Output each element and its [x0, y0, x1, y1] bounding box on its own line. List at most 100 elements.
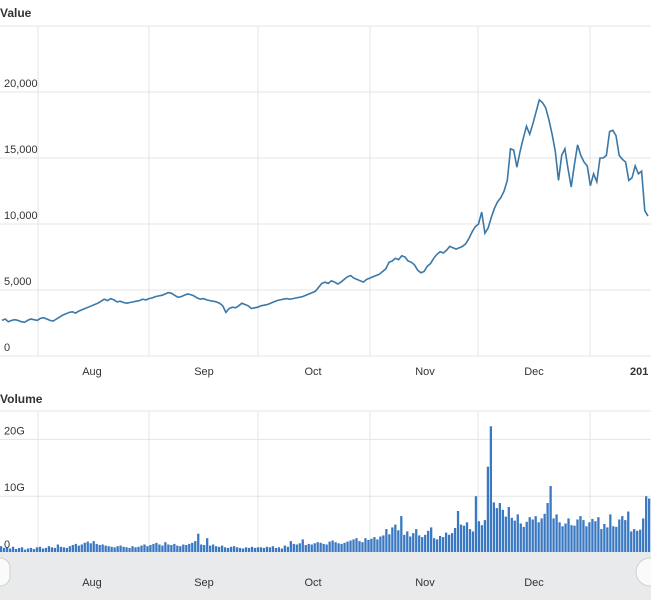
volume-bar	[313, 543, 316, 553]
volume-bar	[71, 545, 74, 553]
volume-bar	[244, 547, 248, 553]
navigator-left-handle[interactable]	[0, 557, 11, 587]
navigator-track[interactable]	[0, 552, 651, 600]
volume-bar	[14, 549, 18, 553]
volume-bar	[462, 525, 466, 553]
volume-bar	[77, 545, 80, 553]
volume-bar	[226, 547, 230, 553]
volume-bar	[322, 543, 325, 553]
volume-bar	[558, 522, 561, 553]
volume-bar	[421, 537, 424, 553]
volume-bar	[331, 540, 334, 553]
volume-bar	[397, 530, 400, 553]
volume-bar	[510, 517, 513, 553]
volume-bar	[409, 536, 412, 553]
volume-bar	[143, 544, 146, 553]
value-horizontal-grid	[0, 25, 651, 357]
volume-bar	[430, 527, 433, 553]
volume-bar	[418, 535, 421, 553]
volume-bar	[501, 509, 504, 553]
volume-bar	[110, 546, 113, 553]
volume-bar	[621, 516, 624, 553]
volume-bar	[152, 543, 155, 553]
volume-bar	[474, 496, 478, 553]
volume-bar	[549, 486, 552, 553]
volume-bar	[41, 548, 45, 553]
volume-bar	[188, 543, 191, 553]
volume-y-tick-20g: 20G	[4, 425, 25, 437]
volume-bar	[609, 514, 612, 553]
volume-bar	[247, 547, 251, 553]
volume-bar	[597, 517, 600, 553]
volume-bar	[627, 511, 630, 553]
volume-bar	[630, 531, 633, 553]
volume-bar	[134, 547, 137, 553]
value-y-tick-5-000: 5,000	[4, 276, 32, 288]
volume-bar	[507, 507, 510, 553]
volume-bar	[540, 518, 543, 553]
value-x-axis-labels: Aug Sep Oct Nov Dec	[82, 366, 544, 378]
volume-bar	[385, 529, 388, 553]
volume-bar	[113, 547, 116, 553]
volume-bars	[0, 426, 651, 553]
volume-bar	[104, 545, 107, 553]
volume-bar	[588, 522, 591, 553]
volume-bar	[179, 546, 182, 553]
volume-bar	[358, 541, 361, 553]
volume-bar	[98, 545, 101, 553]
volume-bar	[403, 534, 406, 553]
volume-bar	[235, 547, 239, 553]
volume-bar	[131, 546, 134, 553]
volume-bar	[68, 546, 71, 553]
volume-bar	[441, 537, 445, 553]
navigator-right-handle[interactable]	[635, 557, 651, 587]
navigator-x-tick-dec: Dec	[524, 577, 544, 589]
volume-bar	[35, 547, 39, 553]
navigator[interactable]: Aug Sep Oct Nov Dec	[0, 552, 651, 600]
volume-bar	[241, 548, 245, 553]
volume-bar	[555, 514, 558, 553]
volume-bar	[83, 542, 86, 553]
volume-bar	[450, 533, 454, 553]
volume-bar	[158, 544, 161, 553]
volume-bar	[334, 542, 337, 553]
volume-bar	[307, 543, 310, 553]
volume-bar	[379, 536, 382, 553]
volume-bar	[543, 513, 546, 553]
volume-bar	[53, 547, 57, 553]
volume-bar	[352, 539, 355, 553]
volume-bar	[137, 546, 140, 553]
volume-bar	[552, 518, 555, 553]
value-x-tick-sep: Sep	[194, 366, 214, 378]
volume-bar	[182, 544, 185, 553]
volume-bar	[370, 538, 373, 553]
volume-bar	[394, 524, 397, 553]
volume-bar	[573, 525, 576, 553]
volume-bar	[406, 531, 409, 553]
volume-bar	[561, 526, 564, 553]
volume-bar	[128, 547, 131, 553]
volume-bar	[146, 546, 149, 553]
volume-bar	[26, 548, 30, 553]
volume-bar	[218, 546, 221, 553]
value-x-tick-aug: Aug	[82, 366, 102, 378]
volume-bar	[424, 534, 427, 553]
volume-bar	[155, 542, 158, 553]
volume-bar	[567, 518, 570, 553]
volume-bar	[200, 544, 203, 553]
volume-bar	[259, 547, 263, 553]
volume-bar	[645, 496, 648, 553]
volume-bar	[280, 548, 283, 553]
volume-bar	[47, 546, 51, 553]
volume-bar	[116, 546, 119, 553]
volume-bar	[447, 534, 451, 553]
volume-bar	[433, 538, 436, 553]
volume-bar	[271, 546, 275, 553]
volume-bar	[209, 545, 212, 553]
volume-y-axis-labels: 0 10G 20G	[4, 425, 25, 551]
volume-y-tick-0: 0	[4, 539, 10, 551]
volume-bar	[289, 541, 292, 553]
volume-bar	[274, 547, 278, 553]
volume-bar	[253, 547, 257, 553]
